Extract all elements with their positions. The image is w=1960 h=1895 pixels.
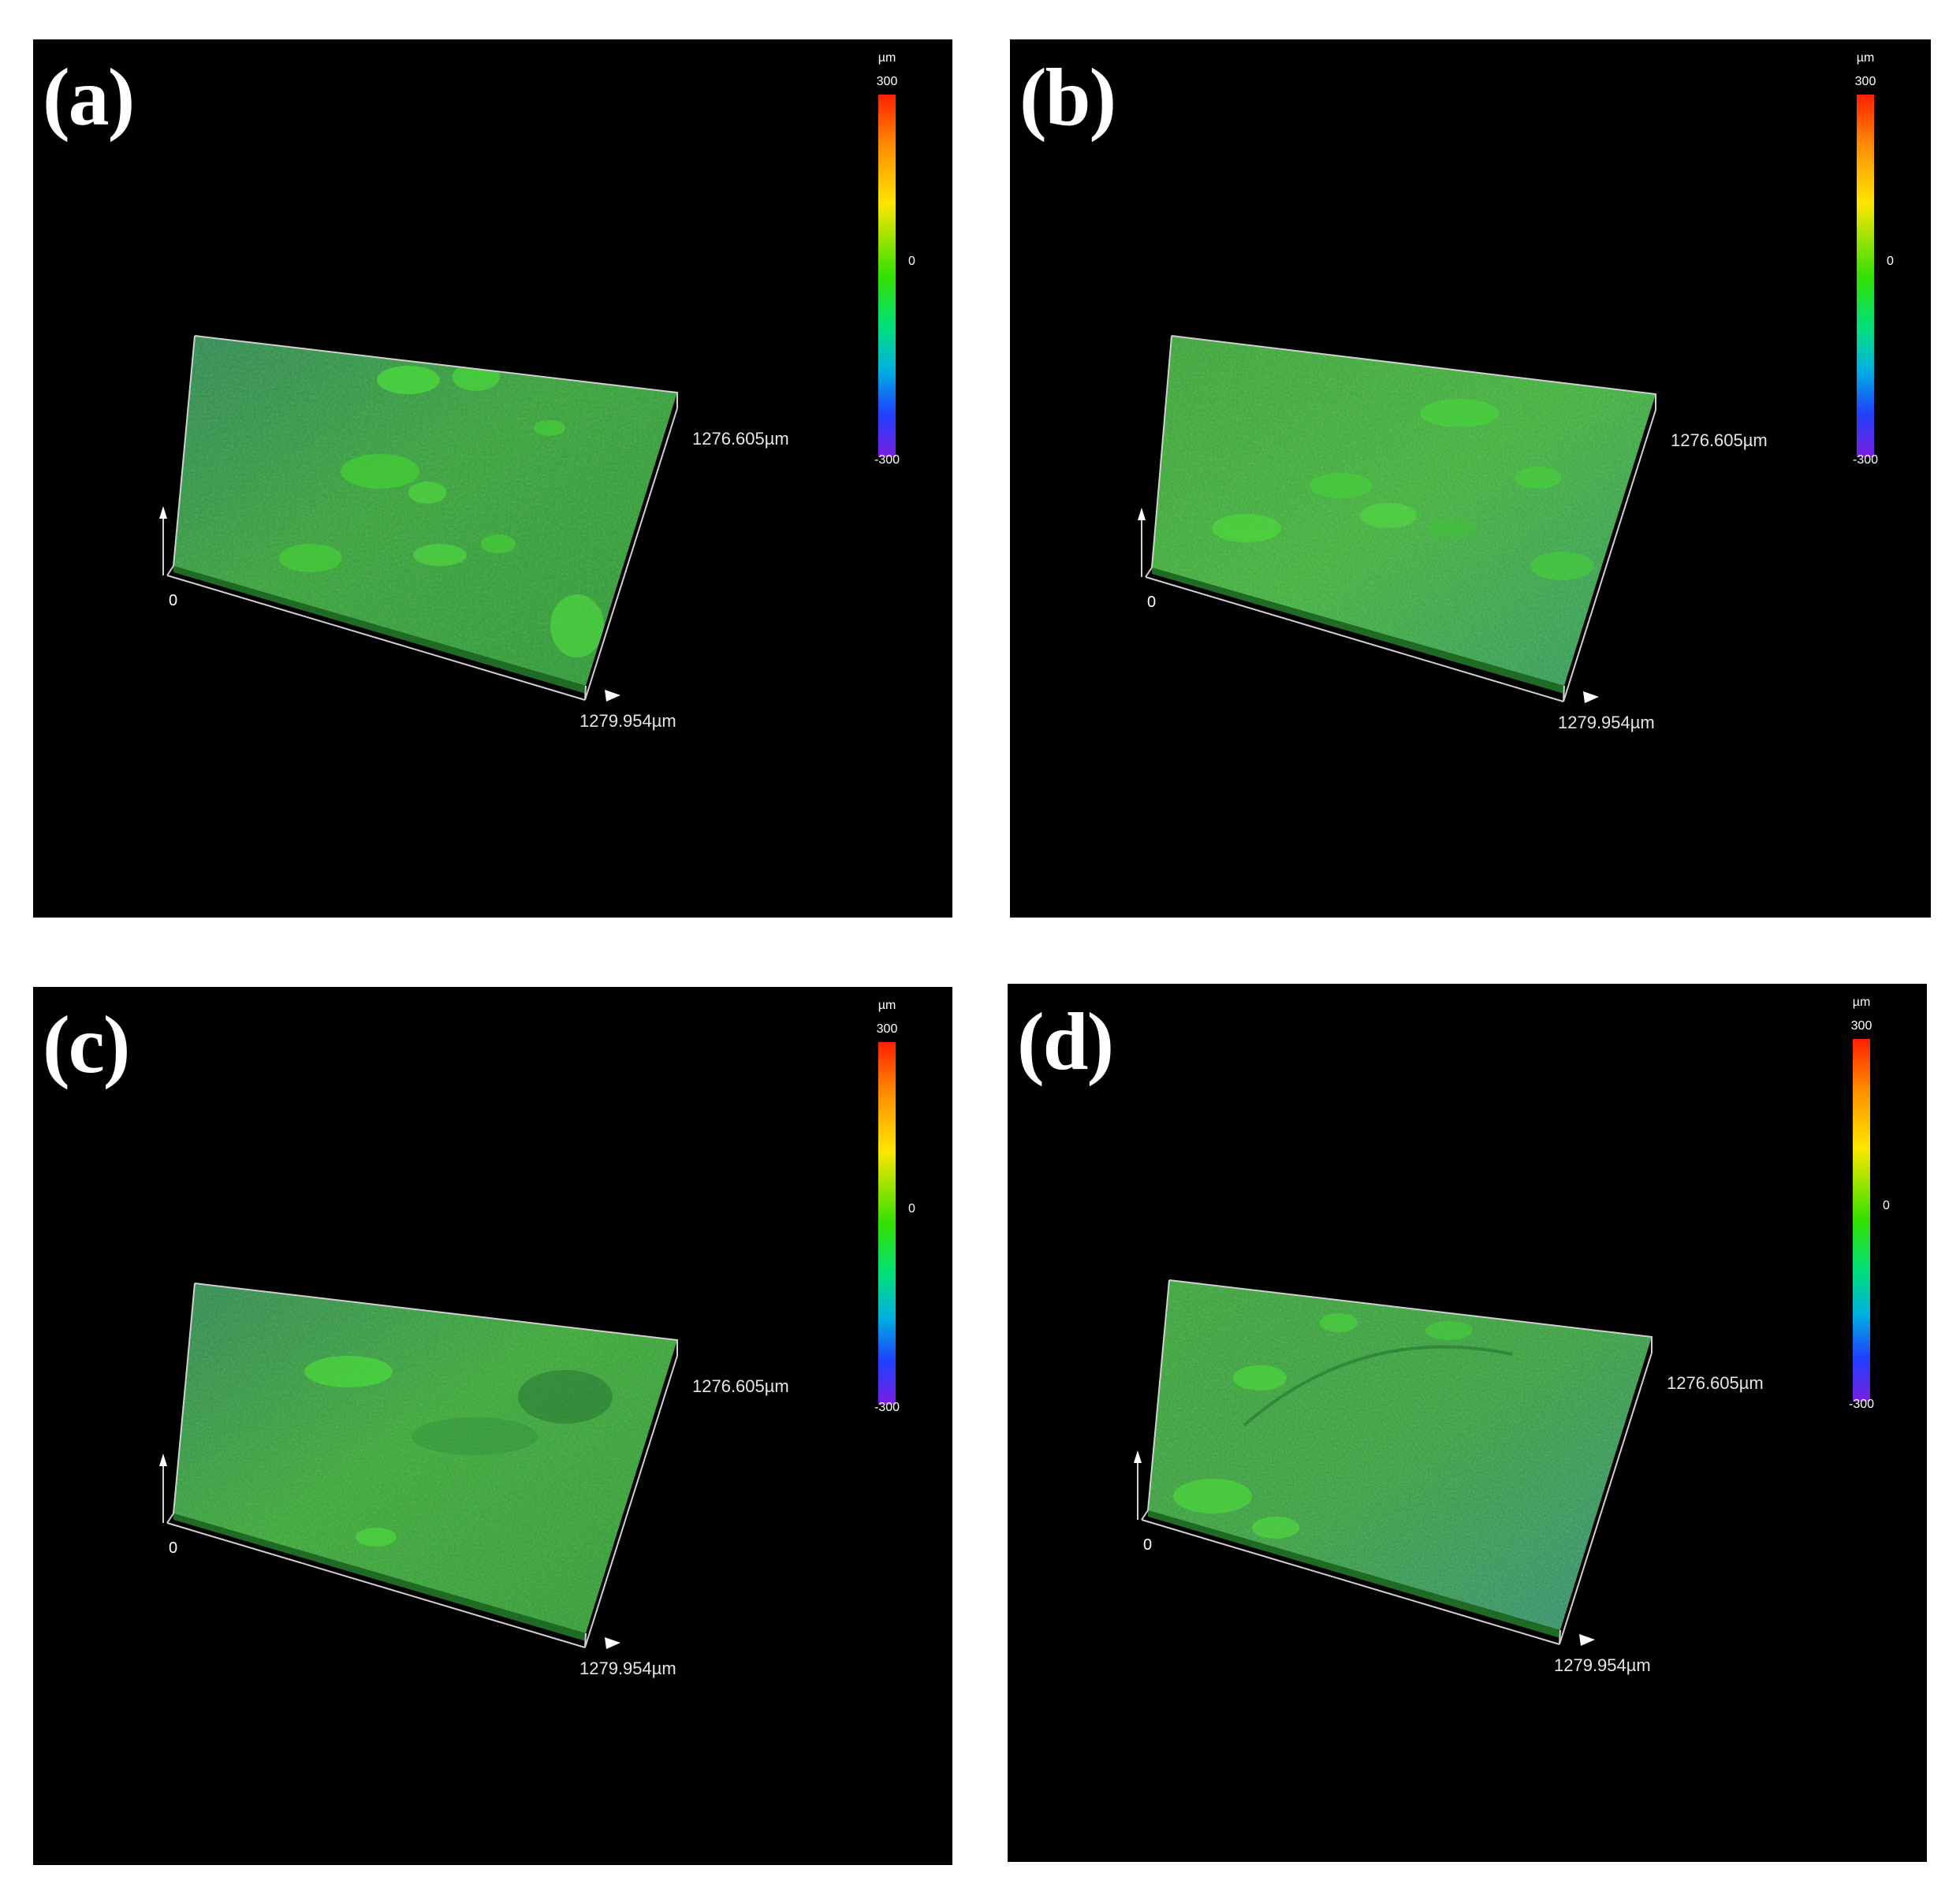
panel-label: (d) [1017,996,1114,1087]
panel-label: (c) [43,1000,130,1090]
bounding-box [162,1283,678,1648]
surface-mesh [1148,1280,1652,1638]
color-scale-bar [878,1042,896,1405]
color-scale-unit: µm [1853,996,1871,1009]
x-extent-label: 1279.954µm [1554,1655,1651,1675]
x-extent-label: 1279.954µm [1558,713,1655,732]
color-scale-bar [878,95,896,457]
z-axis-arrow [159,1454,167,1466]
bounding-box [162,335,678,701]
y-extent-label: 1276.605µm [1667,1373,1764,1393]
x-axis-arrow [1583,691,1599,703]
color-scale-mid: 0 [908,1202,915,1216]
x-axis-arrow [605,690,620,702]
axis-origin-label: 0 [1147,594,1156,611]
axis-origin-label: 0 [169,592,177,609]
surface-plot-d: µm 300 0 -300 [1134,996,1890,1675]
y-extent-label: 1276.605µm [692,1376,789,1396]
color-scale-mid: 0 [1887,255,1894,268]
color-scale-max: 300 [877,1022,898,1036]
color-scale-bar [1857,95,1874,457]
panel-label: (b) [1019,52,1116,143]
color-scale-min: -300 [874,1401,900,1414]
color-scale-mid: 0 [1883,1199,1890,1212]
x-axis-arrow [605,1637,620,1649]
x-extent-label: 1279.954µm [579,711,676,731]
axis-origin-label: 0 [1143,1536,1152,1554]
color-scale-unit: µm [878,51,896,65]
axis-origin-label: 0 [169,1539,177,1557]
panel-d: (d) µm 300 0 -300 [1008,984,1927,1862]
color-scale-min: -300 [874,453,900,467]
surface-plot-b: µm 300 0 -300 [1138,51,1894,732]
y-extent-label: 1276.605µm [692,429,789,449]
z-axis-arrow [1134,1450,1142,1463]
color-scale-unit: µm [878,999,896,1012]
x-axis-arrow [1579,1634,1595,1646]
z-axis-arrow [159,506,167,519]
x-extent-label: 1279.954µm [579,1659,676,1678]
color-scale-mid: 0 [908,255,915,268]
color-scale-max: 300 [877,75,898,88]
panel-a: (a) µm 300 0 -300 [33,39,952,918]
color-scale-max: 300 [1851,1019,1872,1033]
surface-plot-c: µm 300 0 -300 0 1276.605µm [159,999,915,1678]
color-scale-min: -300 [1853,453,1878,467]
z-axis-arrow [1138,508,1146,520]
bounding-box [1141,335,1656,702]
y-extent-label: 1276.605µm [1671,430,1768,450]
panel-c: (c) µm 300 0 -300 [33,987,952,1865]
color-scale-unit: µm [1857,51,1875,65]
panel-label: (a) [43,52,135,143]
color-scale-max: 300 [1855,75,1876,88]
panel-b: (b) µm 300 0 -300 [1010,39,1931,918]
surface-mesh [173,1283,677,1641]
color-scale-bar [1853,1039,1870,1402]
surface-plot-a: µm 300 0 -300 [159,51,915,731]
surface-mesh [173,336,677,694]
color-scale-min: -300 [1849,1398,1874,1411]
bounding-box [1137,1279,1653,1645]
